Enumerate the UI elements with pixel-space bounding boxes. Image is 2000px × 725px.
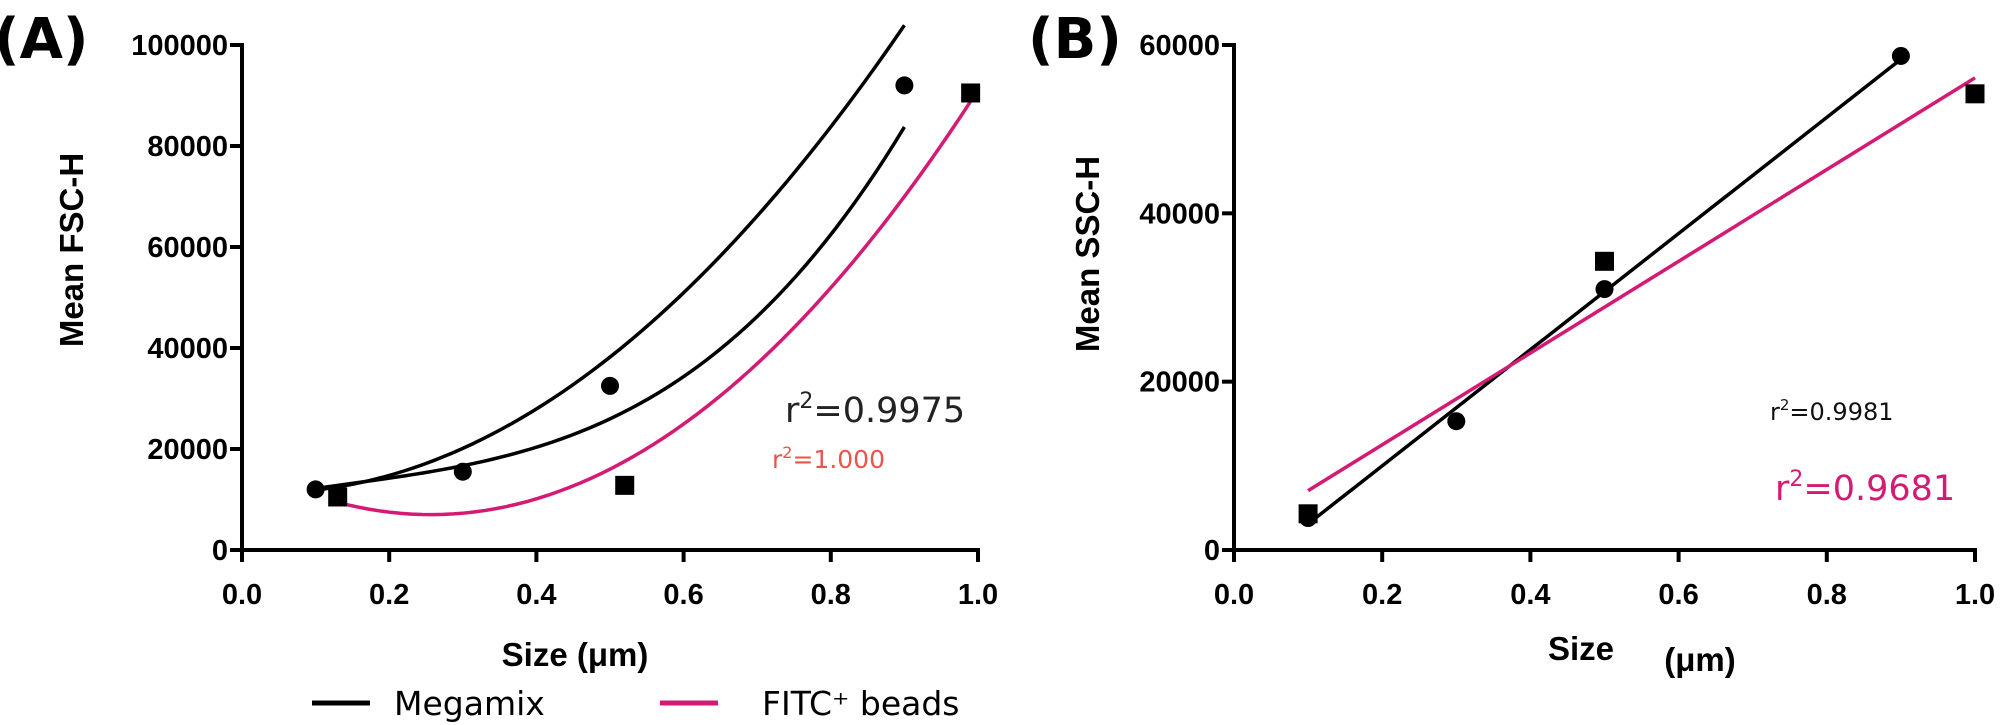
panel-b-y-tick-label: 20000 <box>1139 367 1220 399</box>
panel-a-label: (A) <box>0 7 89 72</box>
panel-b-label: (B) <box>1028 7 1122 72</box>
panel-a-annotations: r2=0.9975 r2=1.000 <box>772 389 965 474</box>
panel-a-x-tick-label: 0.8 <box>811 579 851 611</box>
panel-b-y-tick-label: 40000 <box>1139 198 1220 230</box>
panel-a-x-axis-title: Size (μm) <box>502 636 649 673</box>
panel-a-y-tick-label: 80000 <box>147 131 228 163</box>
panel-a-point-fitc <box>961 83 981 103</box>
panel-b-point-megamix <box>1891 46 1910 65</box>
panel-a-point-megamix <box>306 480 325 499</box>
panel-b-r2-megamix: r2=0.9981 <box>1770 396 1894 426</box>
panel-a-point-megamix <box>453 462 472 481</box>
panel-b-x-axis-unit: (μm) <box>1664 641 1736 678</box>
panel-a-y-axis-title: Mean FSC-H <box>53 153 90 347</box>
panel-a-r2-megamix: r2=0.9975 <box>785 389 965 431</box>
panel-a-point-megamix <box>895 76 914 95</box>
panel-b-x-axis-title: Size <box>1548 630 1614 667</box>
panel-b-r2-fitc: r2=0.9681 <box>1775 467 1955 509</box>
panel-b-point-fitc <box>1595 251 1614 271</box>
panel-b-point-fitc <box>1298 504 1318 524</box>
panel-a-x-tick-label: 0.4 <box>516 579 556 611</box>
panel-a-chart: (A) Mean FSC-H Size (μm) 0 20000 40000 6000… <box>0 7 998 673</box>
panel-b-annotations: r2=0.9981 r2=0.9681 <box>1770 396 1955 509</box>
panel-a-point-fitc <box>328 487 348 507</box>
panel-b-point-fitc <box>1965 84 1985 104</box>
panel-b-chart: (B) Mean SSC-H Size (μm) 0 20000 40000 6000… <box>1028 7 1995 678</box>
panel-a-y-tick-label: 40000 <box>147 333 228 365</box>
panel-a-fit-megamix-cubic <box>315 126 906 491</box>
legend-label-megamix: Megamix <box>394 684 545 723</box>
panel-b-x-tick-label: 0.0 <box>1214 579 1254 611</box>
panel-b-point-megamix <box>1447 412 1466 431</box>
panel-b-x-tick-label: 0.8 <box>1807 579 1847 611</box>
panel-b-y-tick-label: 60000 <box>1139 30 1220 62</box>
panel-b-x-tick-label: 0.6 <box>1658 579 1698 611</box>
panel-a-x-tick-label: 0.6 <box>663 579 703 611</box>
panel-a-x-tick-label: 0.0 <box>222 579 262 611</box>
panel-b-y-tick-label: 0 <box>1204 535 1220 567</box>
panel-a-x-tick-label: 0.2 <box>369 579 409 611</box>
panel-a-fit-fitc-quadratic <box>337 100 973 517</box>
legend-label-fitc: FITC⁺ beads <box>762 684 960 723</box>
panel-a-y-tick-label: 20000 <box>147 434 228 466</box>
panel-a-point-fitc <box>615 475 635 495</box>
panel-b-y-axis-title: Mean SSC-H <box>1069 156 1106 352</box>
panel-a-x-tick-label: 1.0 <box>958 579 998 611</box>
panel-a-fit-megamix-quadratic <box>315 24 906 492</box>
panel-b-x-tick-label: 1.0 <box>1955 579 1995 611</box>
panel-a-y-tick-label: 60000 <box>147 232 228 264</box>
panel-b-fit-fitc-linear <box>1307 76 1976 493</box>
panel-a-y-tick-label: 100000 <box>131 30 228 62</box>
legend: Megamix FITC⁺ beads <box>312 684 960 723</box>
panel-b-x-tick-label: 0.4 <box>1510 579 1550 611</box>
panel-a-r2-fitc: r2=1.000 <box>772 443 885 474</box>
panel-b-point-megamix <box>1595 280 1614 299</box>
panel-b-x-tick-label: 0.2 <box>1362 579 1402 611</box>
panel-a-point-megamix <box>601 376 619 395</box>
panel-a-y-tick-label: 0 <box>212 535 228 567</box>
